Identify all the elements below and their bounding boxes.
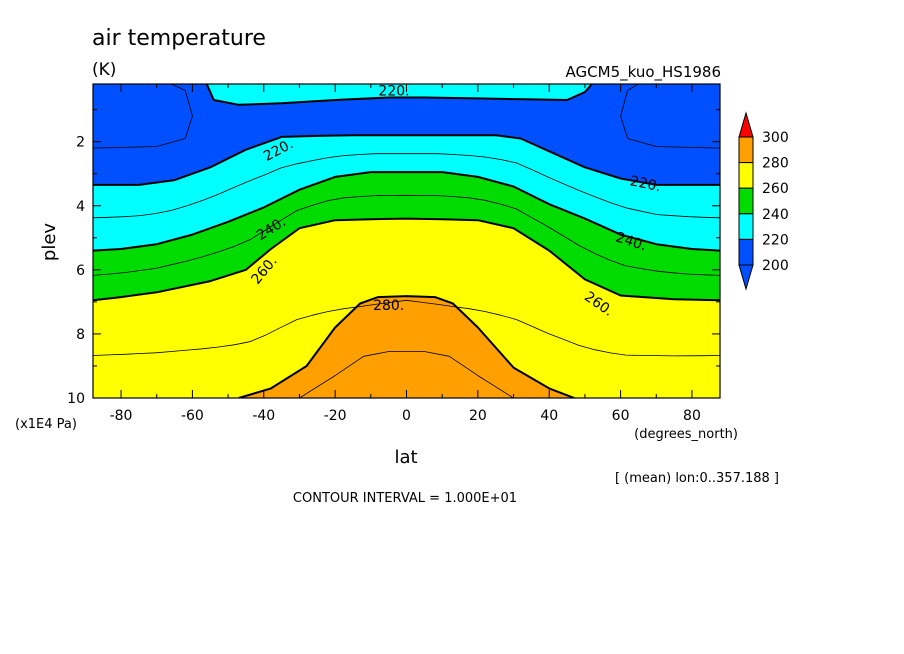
band-220-240-upper bbox=[206, 84, 592, 105]
x-tick-label: 20 bbox=[469, 408, 487, 424]
contour-label: 220. bbox=[628, 173, 662, 195]
colorbar-segment bbox=[738, 238, 754, 266]
contour-230 bbox=[93, 153, 720, 219]
chart-title: air temperature bbox=[92, 26, 266, 51]
plot-area bbox=[93, 84, 720, 398]
band-280-300 bbox=[238, 296, 575, 398]
contour-label: 220. bbox=[378, 83, 409, 99]
y-tick-label: 10 bbox=[67, 391, 85, 407]
contour-270 bbox=[93, 299, 720, 357]
contour-label: 280. bbox=[373, 298, 404, 314]
x-tick-label: -80 bbox=[110, 408, 133, 424]
run-label: AGCM5_kuo_HS1986 bbox=[566, 63, 721, 82]
colorbar-segment bbox=[738, 136, 754, 164]
colorbar-segment bbox=[738, 187, 754, 215]
x-tick-label: -40 bbox=[252, 408, 275, 424]
colorbar-under-arrow bbox=[738, 264, 754, 291]
colorbar-label: 260 bbox=[762, 181, 789, 197]
y-tick-label: 8 bbox=[76, 327, 85, 343]
contour-220 bbox=[93, 134, 720, 186]
contour-290 bbox=[299, 351, 514, 398]
y-axis-units: (x1E4 Pa) bbox=[15, 417, 77, 432]
units-label: (K) bbox=[92, 60, 116, 80]
contour-250 bbox=[93, 194, 720, 276]
contour-240 bbox=[93, 171, 720, 252]
y-axis: 2 4 6 8 10 bbox=[67, 109, 720, 407]
x-tick-label: 60 bbox=[612, 408, 630, 424]
contour-210-south bbox=[93, 84, 193, 149]
colorbar-label: 220 bbox=[762, 232, 789, 248]
colorbar-over-arrow bbox=[738, 111, 754, 138]
contour-interval-note: CONTOUR INTERVAL = 1.000E+01 bbox=[293, 491, 517, 506]
contour-220-upper bbox=[205, 84, 593, 106]
colorbar-label: 240 bbox=[762, 207, 789, 223]
colorbar-segment bbox=[738, 162, 754, 189]
y-tick-label: 6 bbox=[76, 263, 85, 279]
colorbar: 300 280 260 240 220 200 bbox=[738, 111, 789, 291]
contour-210-north bbox=[620, 84, 720, 149]
x-tick-label: 0 bbox=[402, 408, 411, 424]
y-axis-label: plev bbox=[39, 223, 60, 262]
contour-lines bbox=[93, 84, 720, 398]
y-tick-label: 2 bbox=[76, 135, 85, 151]
colorbar-label: 200 bbox=[762, 258, 789, 274]
colorbar-label: 280 bbox=[762, 156, 789, 172]
colorbar-label: 300 bbox=[762, 130, 789, 146]
x-tick-label: 40 bbox=[540, 408, 558, 424]
contour-280 bbox=[238, 295, 575, 398]
x-axis-label: lat bbox=[394, 447, 417, 468]
mean-note: [ (mean) lon:0..357.188 ] bbox=[615, 471, 779, 486]
y-tick-label: 4 bbox=[76, 199, 85, 215]
colorbar-segment bbox=[738, 213, 754, 240]
x-axis-units: (degrees_north) bbox=[634, 427, 738, 442]
x-axis: -80 -60 -40 -20 0 20 40 60 80 bbox=[110, 84, 701, 424]
x-tick-label: 80 bbox=[683, 408, 701, 424]
contour-260 bbox=[93, 217, 720, 302]
x-tick-label: -60 bbox=[181, 408, 204, 424]
x-tick-label: -20 bbox=[324, 408, 347, 424]
